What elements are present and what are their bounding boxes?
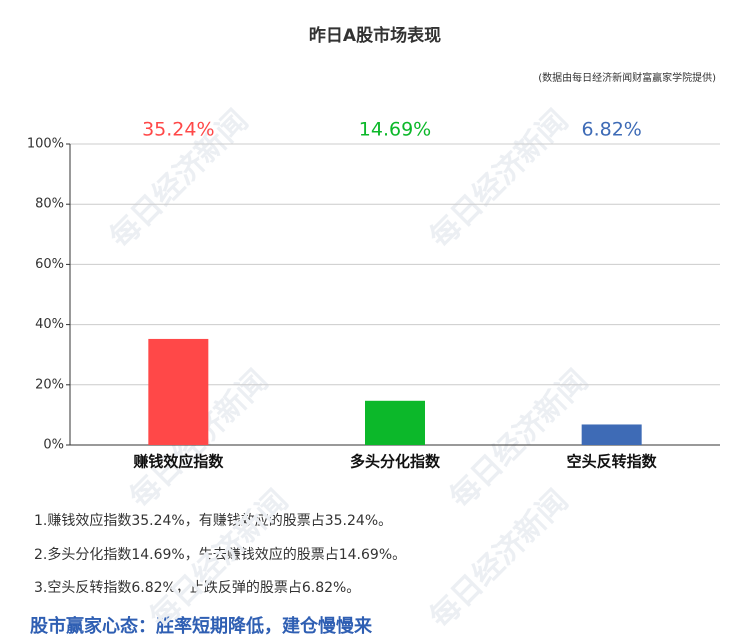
chart-title: 昨日A股市场表现 <box>309 25 441 46</box>
watermark: 每日经济新闻 <box>443 363 595 515</box>
y-tick-label: 100% <box>27 137 64 152</box>
note: 1.赚钱效应指数35.24%，有赚钱效应的股票占35.24%。 <box>34 512 392 529</box>
x-tick-label: 多头分化指数 <box>350 453 441 471</box>
watermark: 每日经济新闻 <box>423 483 575 635</box>
note: 2.多头分化指数14.69%，失去赚钱效应的股票占14.69%。 <box>34 546 406 563</box>
bar <box>365 400 425 445</box>
value-label: 35.24% <box>142 119 214 141</box>
bar <box>148 338 209 445</box>
value-label: 6.82% <box>581 119 641 141</box>
footer: 股市赢家心态：胜率短期降低，建仓慢慢来 <box>29 615 373 637</box>
y-tick-label: 60% <box>35 257 64 272</box>
bar <box>581 424 642 445</box>
y-tick-label: 0% <box>43 438 64 453</box>
x-tick-label: 空头反转指数 <box>567 453 658 471</box>
y-tick-label: 80% <box>35 197 64 212</box>
value-label: 14.69% <box>359 119 431 141</box>
note: 3.空头反转指数6.82%，止跌反弹的股票占6.82%。 <box>34 580 360 596</box>
y-tick-label: 20% <box>35 377 64 392</box>
chart-subtitle: (数据由每日经济新闻财富赢家学院提供) <box>538 71 716 84</box>
x-tick-label: 赚钱效应指数 <box>132 453 224 471</box>
y-tick-label: 40% <box>35 317 64 332</box>
watermark: 每日经济新闻 <box>423 103 575 255</box>
